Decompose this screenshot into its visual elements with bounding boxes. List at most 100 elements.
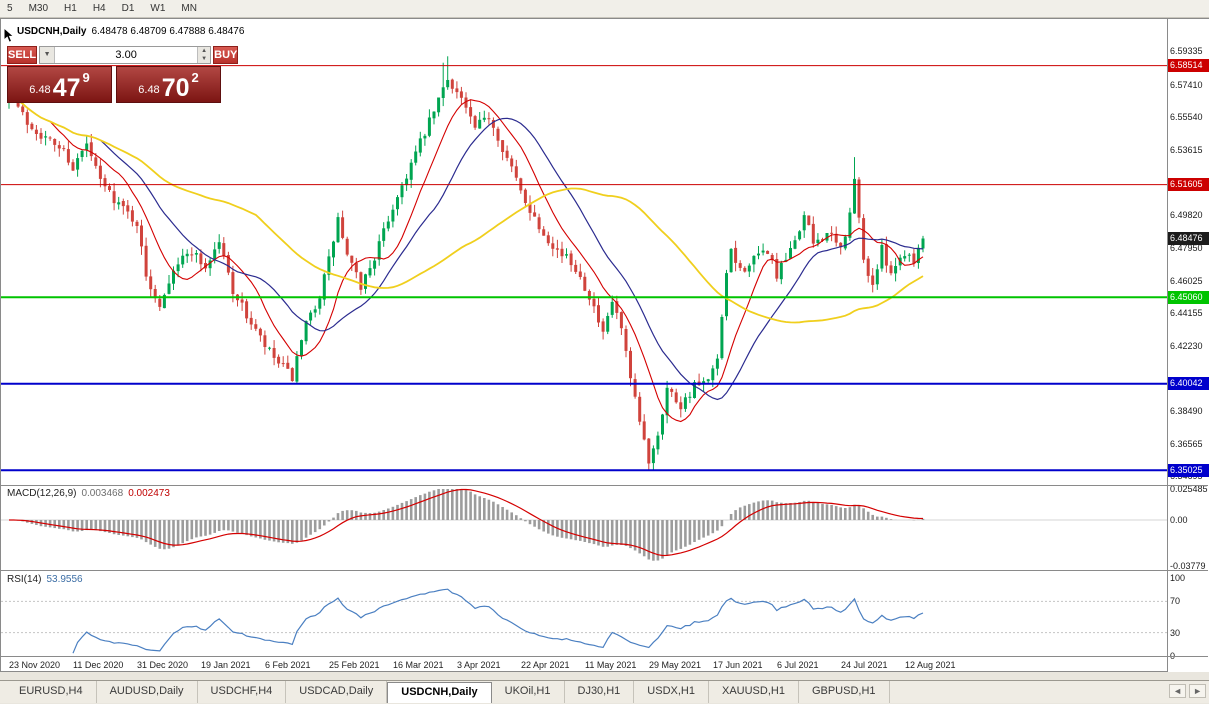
macd-panel	[1, 488, 1167, 561]
tab-usdchf-h4[interactable]: USDCHF,H4	[198, 681, 287, 703]
rsi-axis-tick: 100	[1170, 573, 1186, 583]
main-macd-separator[interactable]	[1, 485, 1208, 486]
tab-usdcad-daily[interactable]: USDCAD,Daily	[286, 681, 388, 703]
tab-usdx-h1[interactable]: USDX,H1	[634, 681, 709, 703]
tab-scroll-right-icon[interactable]: ►	[1189, 684, 1206, 698]
ma-fast-line[interactable]	[8, 96, 924, 423]
chart-tabs-bar: EURUSD,H4 AUDUSD,Daily USDCHF,H4 USDCAD,Dai…	[0, 680, 1209, 703]
tab-gbpusd-h1[interactable]: GBPUSD,H1	[799, 681, 890, 703]
current-price-badge: 6.48476	[1168, 232, 1209, 245]
tab-scroll-left-icon[interactable]: ◄	[1169, 684, 1187, 698]
volume-input[interactable]	[55, 47, 198, 63]
chart-window[interactable]: 6.59335 6.57410 6.55540 6.53615 6.49820 6.479…	[0, 18, 1209, 672]
tab-dj30-h1[interactable]: DJ30,H1	[565, 681, 635, 703]
date-label: 19 Jan 2021	[201, 660, 251, 670]
tab-usdcnh-daily[interactable]: USDCNH,Daily	[387, 682, 492, 703]
rsi-axis-tick: 70	[1170, 596, 1181, 607]
volume-stepper: ▲ ▼	[197, 47, 211, 63]
sell-price-display[interactable]: 6.48 47 9	[7, 66, 112, 103]
date-label: 23 Nov 2020	[9, 660, 61, 670]
timeframe-toolbar: 5 M30 H1 H4 D1 W1 MN	[0, 0, 1209, 18]
buy-button[interactable]: BUY	[213, 46, 239, 64]
buy-price-prefix: 6.48	[138, 84, 160, 96]
sell-price-pip-digit: 9	[82, 70, 90, 85]
tab-xauusd-h1[interactable]: XAUUSD,H1	[709, 681, 799, 703]
date-label: 11 May 2021	[585, 660, 637, 670]
timeframe-button-w1[interactable]: W1	[150, 3, 166, 14]
timeframe-button-5[interactable]: 5	[7, 3, 13, 14]
volume-field: ▼ ▲ ▼	[39, 46, 212, 64]
date-label: 16 Mar 2021	[393, 660, 444, 670]
tab-audusd-daily[interactable]: AUDUSD,Daily	[97, 681, 198, 703]
date-label: 31 Dec 2020	[137, 660, 189, 670]
price-axis-tick: 6.59335	[1170, 46, 1203, 57]
time-axis-separator	[1, 656, 1208, 657]
buy-price-pip-digit: 2	[191, 70, 199, 85]
sell-price-prefix: 6.48	[29, 84, 51, 96]
price-axis-tick: 6.46025	[1170, 275, 1203, 286]
tab-eurusd-h4[interactable]: EURUSD,H4	[6, 681, 97, 703]
macd-rsi-separator[interactable]	[1, 570, 1208, 571]
chart-ohlc-values: 6.48478 6.48709 6.47888 6.48476	[91, 26, 245, 37]
level-price-badge: 6.45060	[1168, 290, 1209, 304]
rsi-axis-tick: 30	[1170, 627, 1181, 638]
sell-button[interactable]: SELL	[7, 46, 38, 64]
volume-up-icon[interactable]: ▲	[198, 47, 211, 55]
volume-down-icon[interactable]: ▼	[198, 55, 211, 63]
date-label: 6 Jul 2021	[777, 660, 819, 670]
price-axis-tick: 6.47950	[1170, 242, 1203, 253]
macd-signal-line	[9, 488, 924, 557]
price-axis-tick: 6.53615	[1170, 145, 1203, 155]
timeframe-button-mn[interactable]: MN	[181, 3, 197, 14]
chart-title: USDCNH,Daily 6.48478 6.48709 6.47888 6.48…	[17, 26, 244, 37]
rsi-panel	[1, 588, 1167, 654]
price-axis-tick: 6.55540	[1170, 111, 1203, 122]
rsi-name: RSI(14)	[7, 574, 42, 585]
rsi-line	[72, 588, 924, 654]
date-label: 17 Jun 2021	[713, 660, 763, 670]
price-axis-tick: 6.49820	[1170, 210, 1203, 221]
date-label: 11 Dec 2020	[73, 660, 124, 670]
mouse-cursor-icon	[3, 27, 15, 43]
timeframe-button-h4[interactable]: H4	[92, 3, 106, 14]
macd-axis-tick: -0.03779	[1170, 561, 1206, 571]
date-label: 3 Apr 2021	[457, 660, 501, 670]
horizontal-level-lines[interactable]	[1, 65, 1167, 472]
macd-indicator-label: MACD(12,26,9) 0.003468 0.002473	[7, 488, 170, 499]
price-axis: 6.59335 6.57410 6.55540 6.53615 6.49820 6.479…	[1167, 19, 1209, 672]
chart-canvas[interactable]	[1, 19, 1167, 673]
level-price-badge: 6.35025	[1168, 463, 1209, 477]
macd-value: 0.003468	[81, 488, 124, 499]
volume-dropdown-icon[interactable]: ▼	[40, 47, 56, 63]
price-chart[interactable]	[1, 19, 1167, 673]
sell-price-big-digits: 47	[52, 73, 81, 102]
level-price-badge: 6.51605	[1168, 178, 1209, 192]
rsi-indicator-label: RSI(14) 53.9556	[7, 574, 83, 585]
tab-ukoil-h1[interactable]: UKOil,H1	[492, 681, 565, 703]
price-axis-tick: 6.44155	[1170, 307, 1203, 318]
date-label: 24 Jul 2021	[841, 660, 888, 670]
buy-price-big-digits: 70	[161, 73, 190, 102]
ma-slow-line[interactable]	[8, 95, 924, 324]
price-axis-tick: 6.36565	[1170, 438, 1203, 449]
tab-scroll-buttons: ◄ ►	[1169, 684, 1206, 698]
level-price-badge: 6.40042	[1168, 377, 1209, 391]
date-label: 12 Aug 2021	[905, 660, 956, 670]
macd-axis-tick: 0.00	[1170, 515, 1188, 525]
buy-price-display[interactable]: 6.48 70 2	[116, 66, 221, 103]
date-label: 29 May 2021	[649, 660, 702, 670]
timeframe-button-d1[interactable]: D1	[121, 3, 135, 14]
price-axis-tick: 6.38490	[1170, 405, 1203, 416]
chart-symbol-period: USDCNH,Daily	[17, 26, 87, 37]
timeframe-button-m30[interactable]: M30	[28, 3, 49, 14]
one-click-trade-panel: SELL ▼ ▲ ▼ BUY 6.48 47 9 6.48 70 2	[7, 46, 239, 103]
rsi-value: 53.9556	[46, 574, 83, 585]
price-axis-tick: 6.57410	[1170, 79, 1203, 90]
macd-signal-value: 0.002473	[128, 488, 170, 499]
candlestick-series[interactable]	[7, 56, 925, 471]
date-label: 25 Feb 2021	[329, 660, 380, 670]
macd-name: MACD(12,26,9)	[7, 488, 77, 499]
timeframe-button-h1[interactable]: H1	[64, 3, 77, 14]
macd-axis-tick: 0.025485	[1170, 484, 1208, 494]
date-label: 6 Feb 2021	[265, 660, 311, 670]
